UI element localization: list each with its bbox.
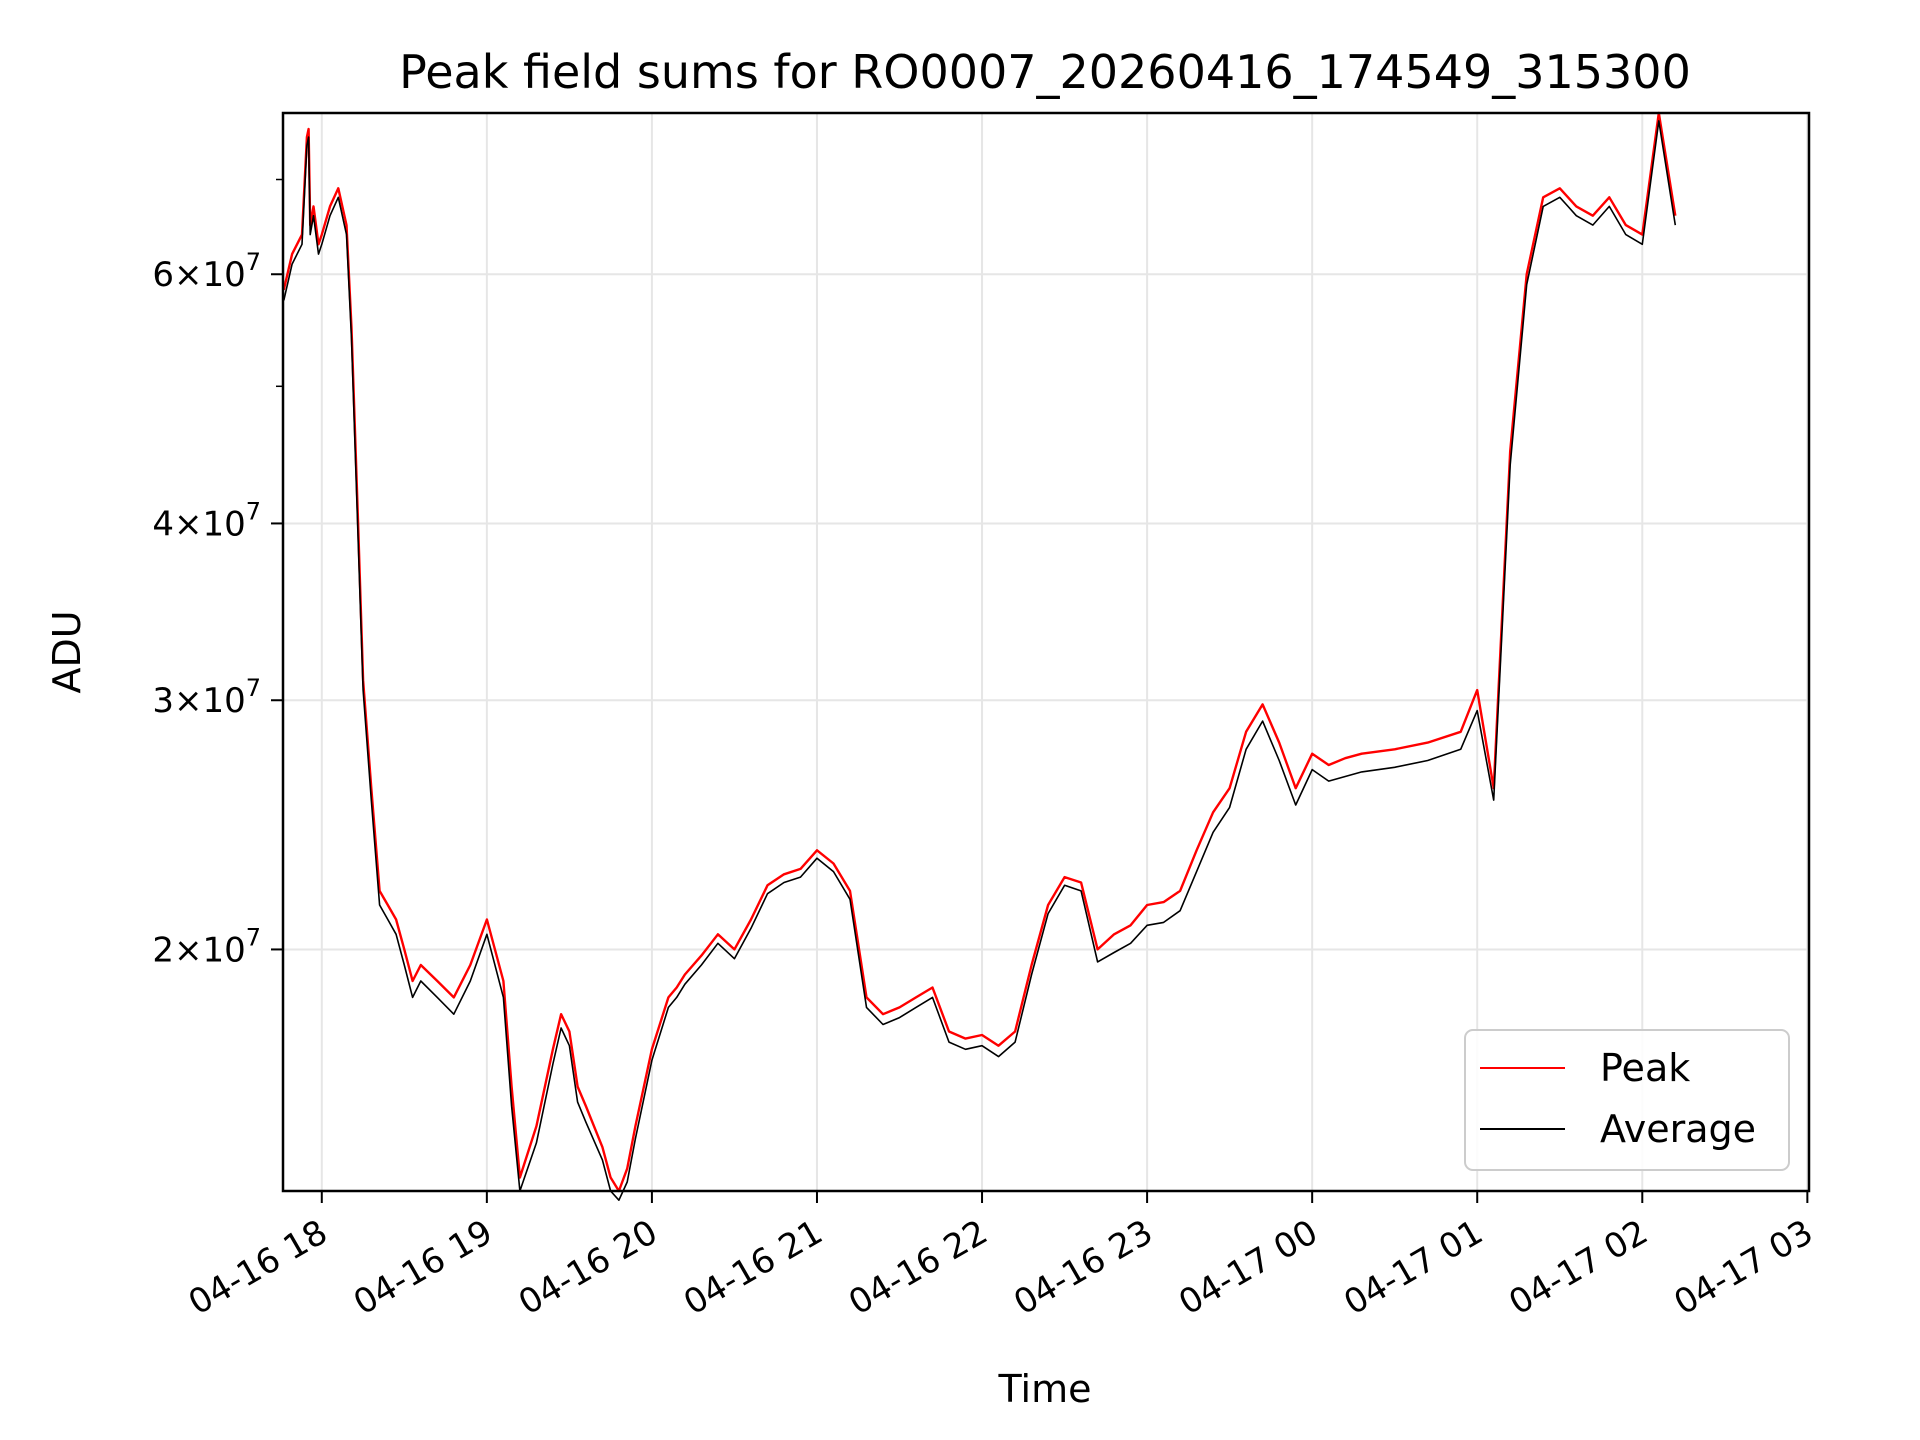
y-tick-label: 3×107 [152,674,261,721]
y-tick-label: 4×107 [152,497,261,544]
y-tick-label: 6×107 [152,248,261,295]
legend-peak-label: Peak [1600,1046,1690,1090]
y-axis-label: ADU [45,610,89,693]
x-axis-label: Time [998,1367,1092,1411]
legend: Peak Average [1464,1029,1790,1171]
data-series [282,111,1677,1201]
plot-frame [281,111,1811,1193]
grid-lines [283,113,1809,1191]
y-tick-label: 2×107 [152,923,261,970]
y-axis-ticks: 2×107 3×107 4×107 6×107 [152,178,283,970]
legend-box [1464,1029,1790,1171]
legend-average-label: Average [1600,1107,1756,1151]
series-line-average [283,120,1677,1201]
chart-title: Peak field sums for RO0007_20260416_1745… [399,45,1691,99]
series-line-peak [282,111,1677,1193]
